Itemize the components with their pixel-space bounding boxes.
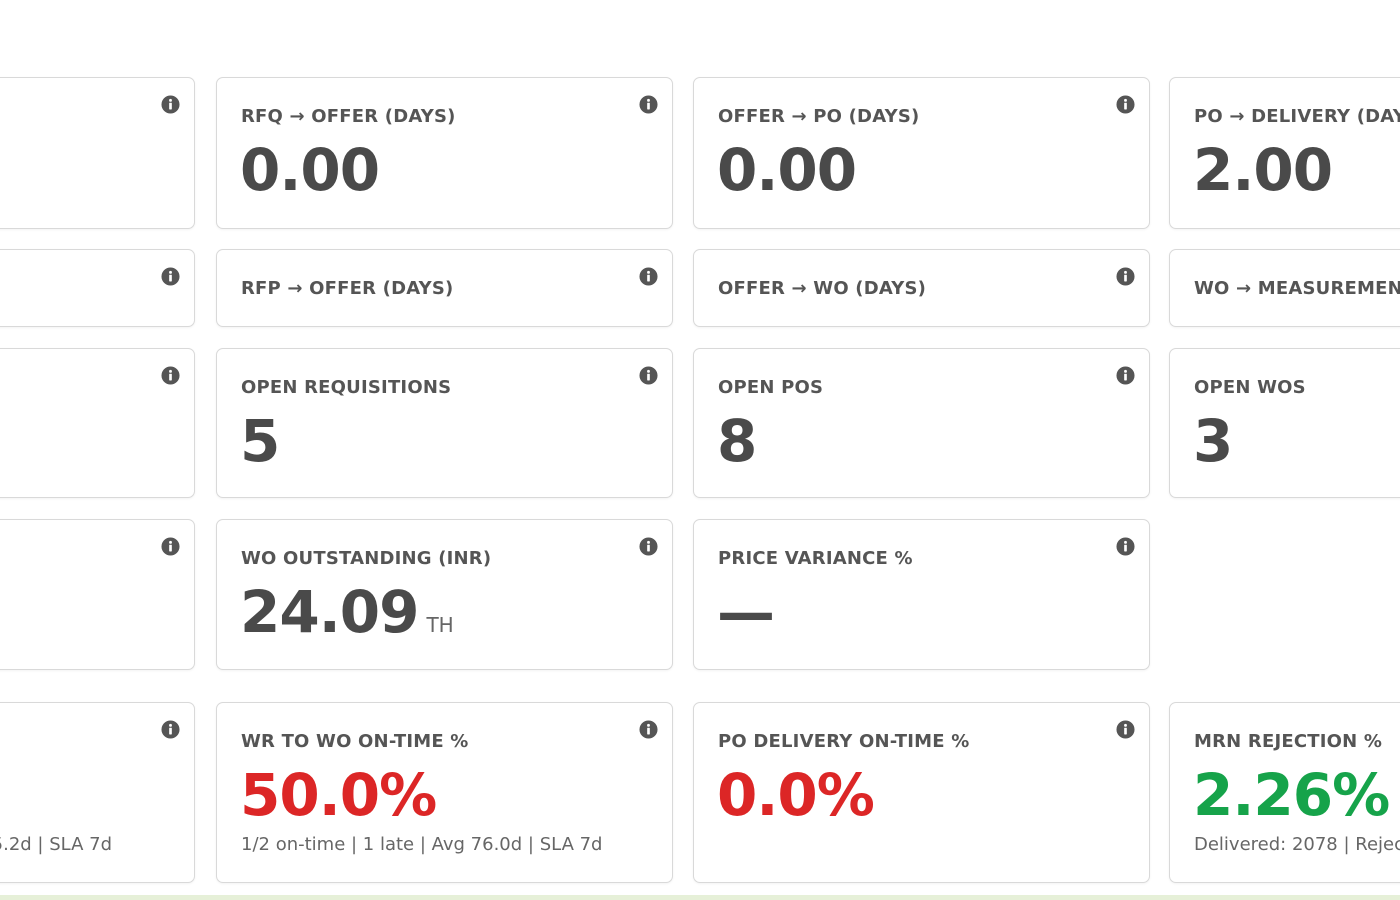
- kpi-card: 5.2d | SLA 7d: [0, 702, 195, 883]
- kpi-title: MRN REJECTION %: [1194, 731, 1383, 752]
- kpi-title: RFP → OFFER (DAYS): [241, 278, 454, 299]
- kpi-title: OPEN REQUISITIONS: [241, 377, 452, 398]
- kpi-value-text: 2.26%: [1193, 761, 1390, 829]
- kpi-value: 2.26%: [1193, 761, 1390, 829]
- kpi-card: WR TO WO ON-TIME % 50.0% 1/2 on-time | 1 l…: [216, 702, 673, 883]
- kpi-value-text: 3: [1193, 407, 1233, 475]
- kpi-title: PO DELIVERY ON-TIME %: [718, 731, 970, 752]
- info-icon[interactable]: [161, 95, 180, 114]
- kpi-value-text: —: [717, 578, 775, 646]
- info-icon[interactable]: [1116, 366, 1135, 385]
- kpi-card: OFFER → PO (DAYS) 0.00: [693, 77, 1150, 229]
- kpi-value-text: 2.00: [1193, 136, 1333, 204]
- kpi-note: 1/2 on-time | 1 late | Avg 76.0d | SLA 7…: [241, 834, 603, 855]
- kpi-card: RFP → OFFER (DAYS): [216, 249, 673, 327]
- kpi-value: 0.0%: [717, 761, 875, 829]
- kpi-title: WO OUTSTANDING (INR): [241, 548, 492, 569]
- kpi-value: 50.0%: [240, 761, 437, 829]
- kpi-unit: TH: [426, 613, 454, 637]
- info-icon[interactable]: [1116, 95, 1135, 114]
- info-icon[interactable]: [639, 267, 658, 286]
- info-icon[interactable]: [1116, 537, 1135, 556]
- kpi-card: [0, 77, 195, 229]
- kpi-title: OPEN POS: [718, 377, 824, 398]
- kpi-title: RFQ → OFFER (DAYS): [241, 106, 456, 127]
- kpi-value: 8: [717, 407, 757, 475]
- kpi-value: —: [717, 578, 775, 646]
- kpi-card: OPEN POS 8: [693, 348, 1150, 498]
- kpi-value-text: 24.09: [240, 578, 419, 646]
- kpi-note: 5.2d | SLA 7d: [0, 834, 112, 855]
- info-icon[interactable]: [639, 95, 658, 114]
- kpi-card: WO OUTSTANDING (INR) 24.09 TH: [216, 519, 673, 670]
- kpi-value: 3: [1193, 407, 1233, 475]
- kpi-card: OFFER → WO (DAYS): [693, 249, 1150, 327]
- info-icon[interactable]: [639, 366, 658, 385]
- kpi-card: PO DELIVERY ON-TIME % 0.0%: [693, 702, 1150, 883]
- kpi-value: 24.09 TH: [240, 578, 454, 646]
- kpi-value-text: 8: [717, 407, 757, 475]
- info-icon[interactable]: [161, 366, 180, 385]
- kpi-value-text: 0.00: [240, 136, 380, 204]
- kpi-title: WO → MEASUREMENT: [1194, 278, 1400, 299]
- info-icon[interactable]: [1116, 720, 1135, 739]
- kpi-note: Delivered: 2078 | Reject: [1194, 834, 1400, 855]
- bottom-bar: [0, 895, 1400, 900]
- kpi-title: WR TO WO ON-TIME %: [241, 731, 469, 752]
- kpi-card: PRICE VARIANCE % —: [693, 519, 1150, 670]
- kpi-value: 2.00: [1193, 136, 1333, 204]
- kpi-value-text: 0.0%: [717, 761, 875, 829]
- info-icon[interactable]: [161, 267, 180, 286]
- kpi-card: OPEN WOS 3: [1169, 348, 1400, 498]
- kpi-value: 0.00: [240, 136, 380, 204]
- kpi-card: [0, 348, 195, 498]
- info-icon[interactable]: [161, 720, 180, 739]
- kpi-card: MRN REJECTION % 2.26% Delivered: 2078 | Re…: [1169, 702, 1400, 883]
- kpi-value-text: 50.0%: [240, 761, 437, 829]
- kpi-card: WO → MEASUREMENT: [1169, 249, 1400, 327]
- kpi-title: OFFER → WO (DAYS): [718, 278, 927, 299]
- kpi-card: [0, 519, 195, 670]
- kpi-title: PO → DELIVERY (DAYS: [1194, 106, 1400, 127]
- info-icon[interactable]: [639, 720, 658, 739]
- kpi-card: OPEN REQUISITIONS 5: [216, 348, 673, 498]
- kpi-title: OFFER → PO (DAYS): [718, 106, 920, 127]
- kpi-value: 0.00: [717, 136, 857, 204]
- info-icon[interactable]: [639, 537, 658, 556]
- kpi-title: PRICE VARIANCE %: [718, 548, 913, 569]
- kpi-card: PO → DELIVERY (DAYS 2.00: [1169, 77, 1400, 229]
- kpi-value-text: 0.00: [717, 136, 857, 204]
- info-icon[interactable]: [1116, 267, 1135, 286]
- kpi-value-text: 5: [240, 407, 280, 475]
- kpi-title: OPEN WOS: [1194, 377, 1306, 398]
- kpi-card: [0, 249, 195, 327]
- kpi-value: 5: [240, 407, 280, 475]
- info-icon[interactable]: [161, 537, 180, 556]
- kpi-card: RFQ → OFFER (DAYS) 0.00: [216, 77, 673, 229]
